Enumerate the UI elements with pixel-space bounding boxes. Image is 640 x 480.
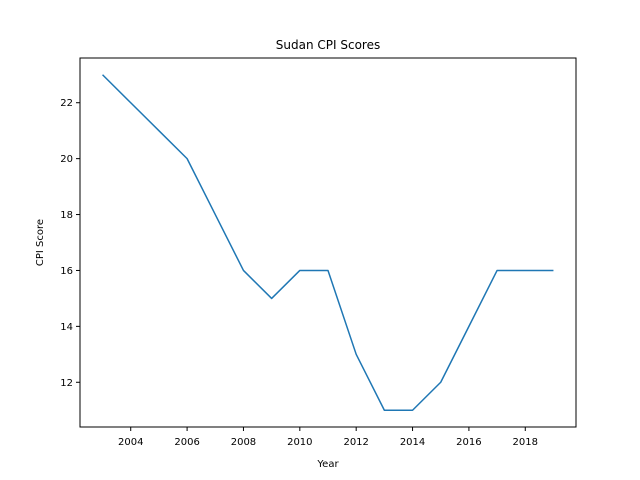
y-tick-label: 16	[60, 266, 73, 277]
y-tick-label: 18	[60, 210, 73, 221]
plot-frame	[79, 57, 577, 428]
plot-area: 2004 2006 2008 2010 2012 2014 2016 2018 12 14 16 18…	[60, 74, 554, 448]
y-tick-label: 12	[60, 378, 73, 389]
chart-title: Sudan CPI Scores	[276, 38, 380, 52]
y-axis-title: CPI Score	[35, 219, 46, 266]
x-tick-label: 2016	[456, 437, 481, 448]
x-axis-title: Year	[316, 459, 339, 470]
y-tick-label: 22	[60, 98, 73, 109]
x-tick-label: 2012	[343, 437, 368, 448]
y-tick-label: 20	[60, 154, 73, 165]
x-tick-label: 2006	[174, 437, 199, 448]
y-tick-label: 14	[60, 322, 73, 333]
x-tick-label: 2018	[513, 437, 538, 448]
x-tick-label: 2010	[287, 437, 312, 448]
x-tick-label: 2008	[231, 437, 256, 448]
x-tick-label: 2004	[118, 437, 143, 448]
x-tick-label: 2014	[400, 437, 425, 448]
